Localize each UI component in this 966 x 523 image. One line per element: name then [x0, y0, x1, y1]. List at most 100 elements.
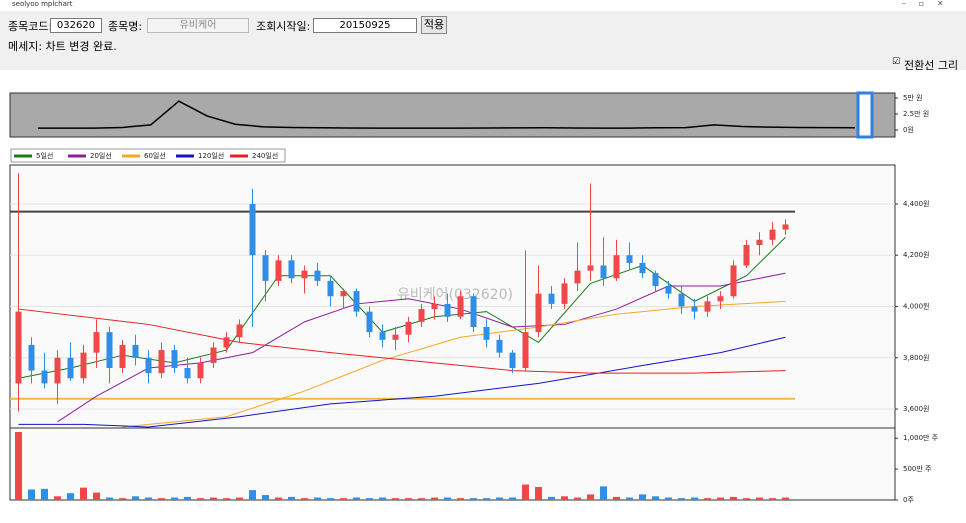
- y-tick-label: 500만 주: [903, 464, 932, 473]
- volume-bar: [353, 497, 360, 500]
- candle-body: [535, 293, 542, 333]
- volume-bar: [730, 496, 737, 500]
- volume-bar: [301, 498, 308, 500]
- code-input[interactable]: 032620: [50, 18, 102, 33]
- candle-body: [366, 311, 373, 333]
- volume-bar: [249, 490, 256, 500]
- candle-body: [80, 352, 87, 379]
- candle-body: [782, 224, 789, 230]
- window-title: seolyoo mplchart: [12, 0, 73, 8]
- volume-bar: [80, 487, 87, 500]
- volume-bar: [262, 495, 269, 500]
- candle-body: [379, 332, 386, 340]
- y-tick-label: 2.5만 원: [903, 109, 929, 118]
- volume-bar: [119, 498, 126, 500]
- candle-body: [223, 337, 230, 348]
- y-tick-label: 0주: [903, 496, 914, 504]
- candle-body: [184, 368, 191, 379]
- candle-body: [561, 283, 568, 304]
- volume-bar: [93, 492, 100, 500]
- volume-bar: [171, 497, 178, 500]
- candle-body: [236, 324, 243, 338]
- volume-bar: [613, 496, 620, 500]
- overview-bg: [9, 92, 896, 138]
- volume-bar: [470, 498, 477, 500]
- candle-body: [314, 270, 321, 281]
- candle-body: [288, 260, 295, 279]
- candle-body: [496, 339, 503, 353]
- y-tick-label: 4,200원: [903, 250, 929, 259]
- volume-bar: [418, 498, 425, 500]
- volume-bar: [626, 497, 633, 500]
- candle-body: [392, 334, 399, 340]
- volume-bar: [574, 497, 581, 500]
- volume-bar: [340, 498, 347, 500]
- y-tick-label: 4,400원: [903, 199, 929, 208]
- legend-label: 240일선: [252, 151, 278, 160]
- volume-bar: [379, 497, 386, 500]
- y-tick-label: 0원: [903, 125, 914, 134]
- candle-body: [483, 327, 490, 340]
- candle-body: [691, 306, 698, 312]
- candle-body: [665, 285, 672, 294]
- candle-body: [444, 303, 451, 317]
- date-label: 조회시작일:: [256, 20, 311, 33]
- code-label: 종목코드:: [8, 20, 53, 33]
- volume-bar: [28, 489, 35, 500]
- volume-bar: [522, 484, 529, 500]
- y-tick-label: 5만 원: [903, 93, 923, 102]
- y-tick-label: 1,000만 주: [903, 433, 939, 442]
- candle-body: [756, 239, 763, 245]
- volume-bar: [15, 432, 22, 500]
- checkbox[interactable]: ☑: [892, 57, 901, 67]
- volume-bar: [509, 497, 516, 500]
- volume-bar: [366, 498, 373, 500]
- candle-body: [301, 270, 308, 279]
- candle-body: [626, 255, 633, 263]
- volume-bar: [678, 498, 685, 500]
- volume-bar: [392, 498, 399, 500]
- ma-line: [122, 300, 786, 428]
- candle-body: [730, 265, 737, 297]
- ma-line: [18, 308, 786, 374]
- volume-bar: [756, 497, 763, 500]
- candle-body: [210, 347, 217, 363]
- candle-body: [431, 303, 438, 310]
- overview-line: [38, 100, 856, 129]
- volume-bar: [652, 496, 659, 500]
- candle-body: [15, 311, 22, 384]
- chart: 5만 원 2.5만 원 0원 3,600원 3,800원 4,000원 4,200원 4,40…: [0, 70, 966, 523]
- candle-body: [197, 362, 204, 379]
- volume-bar: [184, 496, 191, 500]
- candle-body: [158, 350, 165, 374]
- volume-bar: [106, 497, 113, 500]
- price-frame: [9, 164, 896, 429]
- volume-bar: [132, 496, 139, 500]
- volume-bar: [54, 496, 61, 500]
- candle-body: [54, 357, 61, 384]
- legend-label: 20일선: [90, 151, 112, 160]
- ma-line: [18, 336, 786, 428]
- volume-bar: [782, 497, 789, 500]
- watermark: 유비케어(032620): [397, 287, 513, 303]
- volume-bar: [67, 493, 74, 500]
- volume-bar: [717, 497, 724, 500]
- date-input[interactable]: 20150925: [313, 18, 417, 33]
- window-controls[interactable]: – ▫ ✕: [902, 0, 944, 8]
- candle-body: [249, 203, 256, 256]
- candle-body: [613, 255, 620, 279]
- candle-body: [405, 321, 412, 335]
- volume-bar: [210, 497, 217, 500]
- candle-body: [119, 344, 126, 369]
- volume-bar: [236, 497, 243, 500]
- volume-bar: [704, 498, 711, 500]
- apply-button[interactable]: 적용: [421, 16, 447, 34]
- volume-bar: [535, 487, 542, 500]
- candle-body: [717, 296, 724, 302]
- range-window: [856, 91, 874, 139]
- y-tick-label: 3,800원: [903, 353, 929, 362]
- legend-label: 5일선: [36, 151, 53, 160]
- volume-bar: [600, 486, 607, 500]
- candle-body: [574, 270, 581, 284]
- name-input: 유비케어: [147, 18, 249, 33]
